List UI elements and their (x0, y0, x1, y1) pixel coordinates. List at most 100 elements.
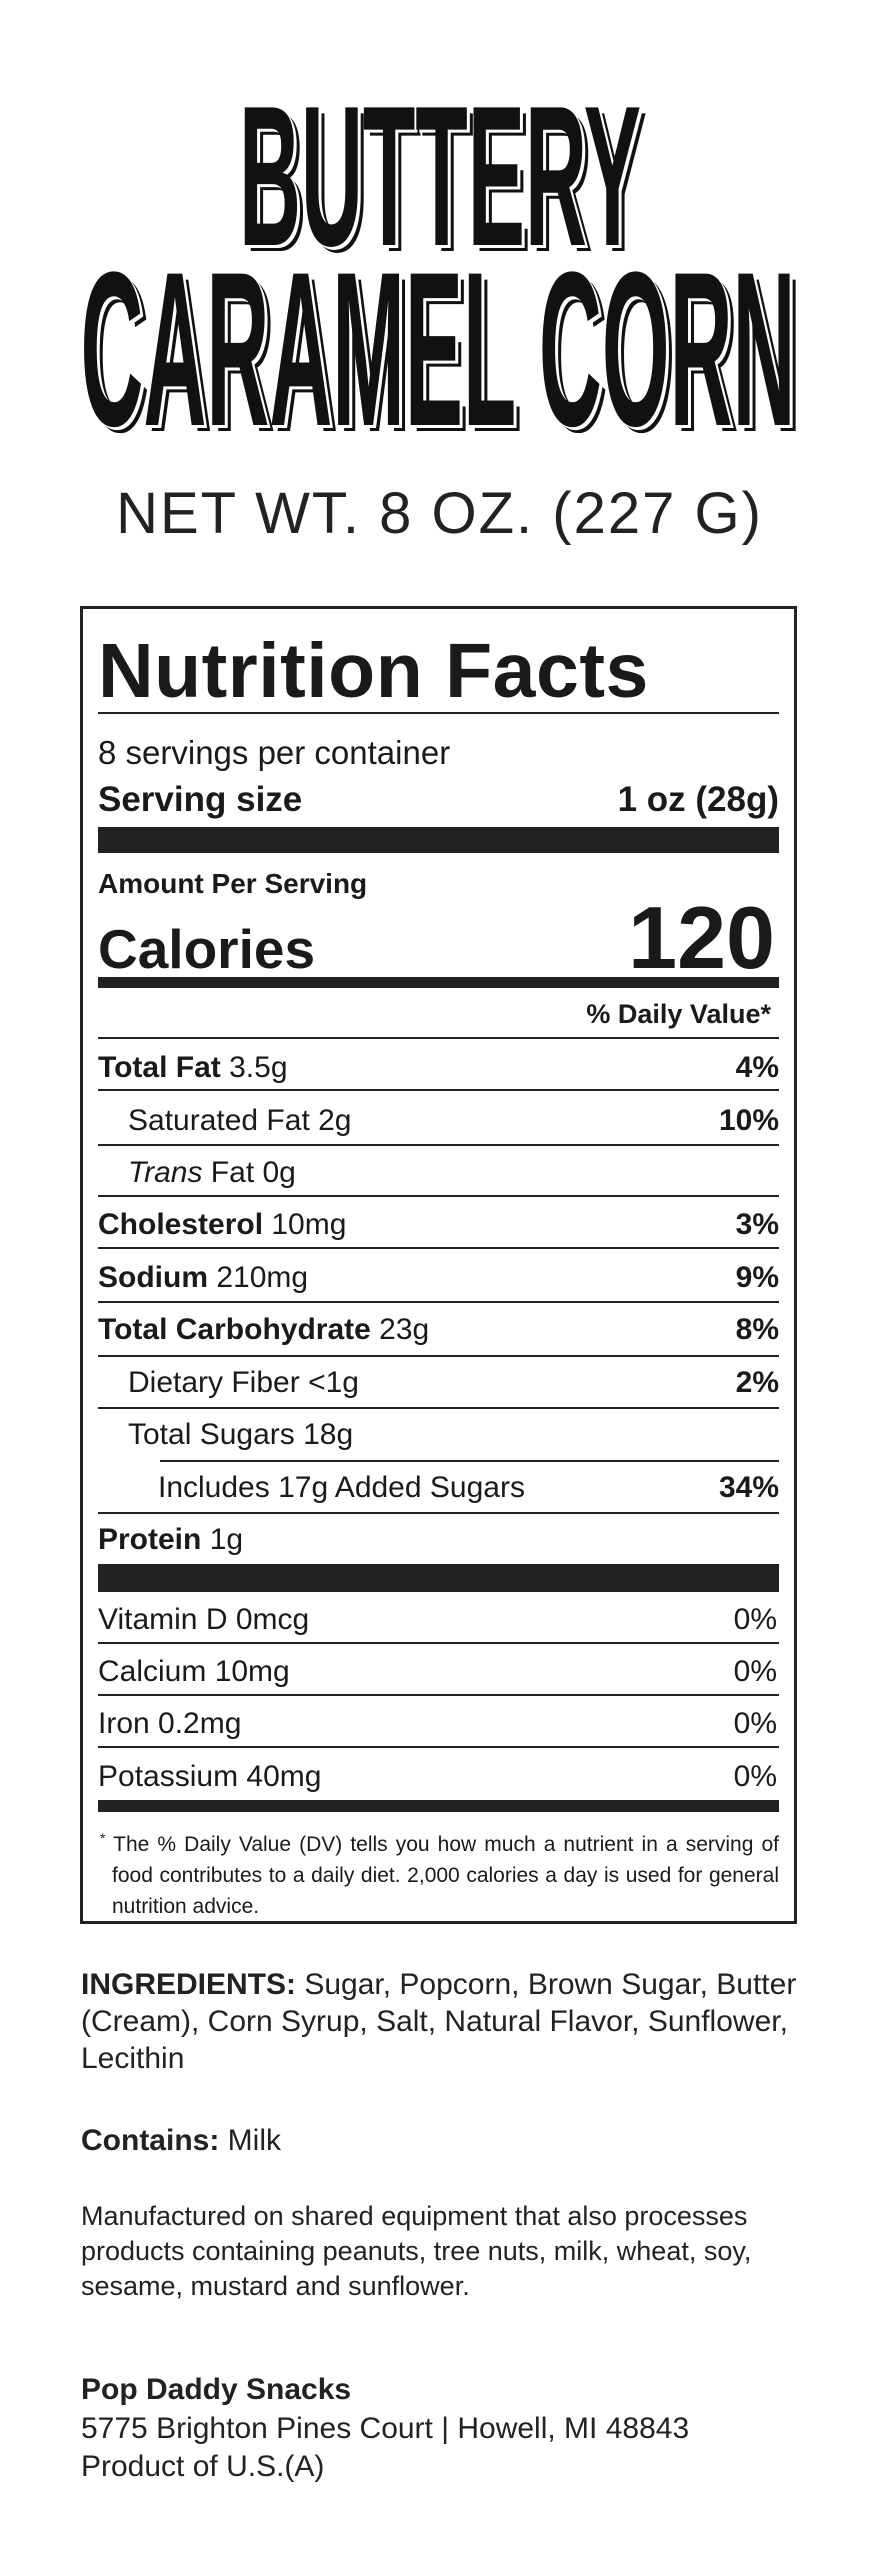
nutrient-dv: 34% (718, 1471, 779, 1504)
nutrient-amount: 0g (262, 1156, 296, 1189)
vitamin-name: Potassium 40mg (98, 1760, 322, 1793)
shared-equipment-statement: Manufactured on shared equipment that al… (81, 2201, 752, 2301)
divider (98, 1301, 779, 1303)
nutrient-dv: 8% (735, 1313, 779, 1346)
divider (98, 1512, 779, 1514)
nutrient-name: Saturated Fat (128, 1104, 310, 1137)
title-line2-text: CARAMEL CORN (81, 226, 796, 460)
title-line1-highlight: BUTTERY (242, 68, 644, 291)
nutrient-dv: 10% (718, 1104, 779, 1137)
thick-divider (98, 827, 779, 853)
net-weight: NET WT. 8 OZ. (227 G) (116, 481, 763, 546)
nutrient-name: Total Fat (98, 1051, 221, 1084)
vitamin-row-vitamin-d: Vitamin D 0mcg 0% (98, 1602, 779, 1638)
divider (98, 1694, 779, 1696)
nutrient-amount: <1g (308, 1366, 359, 1399)
nutrient-row-trans-fat: Trans Fat 0g (98, 1155, 779, 1191)
divider (98, 712, 779, 714)
divider (98, 1746, 779, 1748)
daily-value-header-text: % Daily Value* (586, 999, 771, 1029)
product-origin: Product of U.S.(A) (81, 2450, 325, 2483)
contains-label: Contains: (81, 2124, 220, 2157)
vitamin-dv: 0% (733, 1655, 777, 1688)
nutrition-facts-panel: Nutrition Facts 8 servings per container… (80, 606, 797, 1924)
vitamin-dv: 0% (733, 1707, 777, 1740)
medium-divider (98, 977, 779, 988)
nutrient-row-total-fat: Total Fat 3.5g 4% (98, 1050, 779, 1086)
footnote-mark: * (100, 1830, 106, 1846)
calories-label: Calories (98, 918, 316, 980)
title-line1-text: BUTTERY (239, 65, 641, 288)
nutrient-amount: 23g (379, 1313, 430, 1346)
serving-size-value: 1 oz (28g) (617, 780, 779, 819)
nutrient-name: Cholesterol (98, 1208, 264, 1241)
nutrient-name-suffix: Fat (202, 1156, 255, 1189)
nutrient-name: Includes 17g Added Sugars (158, 1471, 525, 1504)
title-line2-shadow: CARAMEL CORN (87, 232, 802, 460)
vitamin-row-iron: Iron 0.2mg 0% (98, 1706, 779, 1742)
nutrient-dv: 4% (735, 1051, 779, 1084)
contains-statement: Contains: Milk (81, 2122, 801, 2159)
vitamin-name: Vitamin D 0mcg (98, 1603, 310, 1636)
vitamin-row-potassium: Potassium 40mg 0% (98, 1759, 779, 1795)
footnote-text: The % Daily Value (DV) tells you how muc… (112, 1833, 779, 1918)
serving-size-label: Serving size (98, 780, 303, 819)
divider (98, 1195, 779, 1197)
divider (98, 1407, 779, 1409)
serving-size-row: Serving size 1 oz (28g) (98, 779, 779, 821)
ingredients-label: INGREDIENTS: (81, 1968, 297, 2001)
nutrient-amount: 2g (318, 1104, 352, 1137)
calories-value: 120 (628, 888, 775, 987)
ingredients-text: Sugar, Popcorn, Brown Sugar, Butter (Cre… (81, 1968, 797, 2075)
vitamin-row-calcium: Calcium 10mg 0% (98, 1654, 779, 1690)
nutrient-row-added-sugars: Includes 17g Added Sugars 34% (98, 1470, 779, 1506)
servings-text: 8 servings per container (98, 734, 451, 771)
medium-divider (98, 1800, 779, 1812)
nutrient-dv: 2% (735, 1366, 779, 1399)
product-title-line1: BUTTERY BUTTERY BUTTERY (239, 65, 647, 294)
divider (98, 1642, 779, 1644)
servings-per-container: 8 servings per container (98, 733, 779, 773)
divider (98, 1089, 779, 1091)
nutrient-name: Protein (98, 1523, 202, 1556)
nutrient-amount: 1g (209, 1523, 244, 1556)
calories-row: Calories 120 (98, 893, 779, 994)
divider (160, 1460, 779, 1462)
amount-per-serving-label: Amount Per Serving (98, 868, 368, 899)
nutrient-row-saturated-fat: Saturated Fat 2g 10% (98, 1103, 779, 1139)
nutrient-name: Trans (128, 1156, 203, 1189)
nutrient-row-sodium: Sodium 210mg 9% (98, 1260, 779, 1296)
nutrient-name: Sodium (98, 1261, 208, 1294)
manufacturer-name: Pop Daddy Snacks (81, 2373, 352, 2406)
nutrient-dv: 9% (735, 1261, 779, 1294)
product-title-line2: CARAMEL CORN CARAMEL CORN CARAMEL CORN (81, 226, 802, 460)
daily-value-header: % Daily Value* (98, 997, 779, 1031)
thick-divider (98, 1564, 779, 1592)
contains-text: Milk (219, 2124, 281, 2157)
ingredients-statement: INGREDIENTS: Sugar, Popcorn, Brown Sugar… (81, 1966, 801, 2077)
title-line1-shadow: BUTTERY (245, 71, 647, 294)
nutrient-row-protein: Protein 1g (98, 1522, 779, 1558)
divider (98, 1037, 779, 1039)
vitamin-name: Calcium 10mg (98, 1655, 290, 1688)
nutrient-row-total-sugars: Total Sugars 18g (98, 1417, 779, 1453)
divider (98, 1247, 779, 1249)
nutrient-amount: 3.5g (229, 1051, 288, 1084)
nutrient-dv: 3% (735, 1208, 779, 1241)
nutrient-row-dietary-fiber: Dietary Fiber <1g 2% (98, 1365, 779, 1401)
title-line2-highlight: CARAMEL CORN (84, 229, 799, 460)
nutrient-name: Dietary Fiber (128, 1366, 300, 1399)
nutrient-amount: 210mg (216, 1261, 309, 1294)
vitamin-dv: 0% (733, 1603, 777, 1636)
nutrient-row-cholesterol: Cholesterol 10mg 3% (98, 1207, 779, 1243)
nutrient-amount: 18g (303, 1418, 354, 1451)
nutrient-row-total-carbohydrate: Total Carbohydrate 23g 8% (98, 1312, 779, 1348)
nutrition-facts-title: Nutrition Facts (98, 628, 649, 714)
nutrient-amount: 10mg (271, 1208, 347, 1241)
daily-value-footnote: * The % Daily Value (DV) tells you how m… (98, 1823, 779, 1922)
divider (98, 1144, 779, 1146)
divider (98, 1355, 779, 1357)
vitamin-dv: 0% (733, 1760, 777, 1793)
nutrient-name: Total Sugars (128, 1418, 295, 1451)
nutrient-name: Total Carbohydrate (98, 1313, 371, 1346)
